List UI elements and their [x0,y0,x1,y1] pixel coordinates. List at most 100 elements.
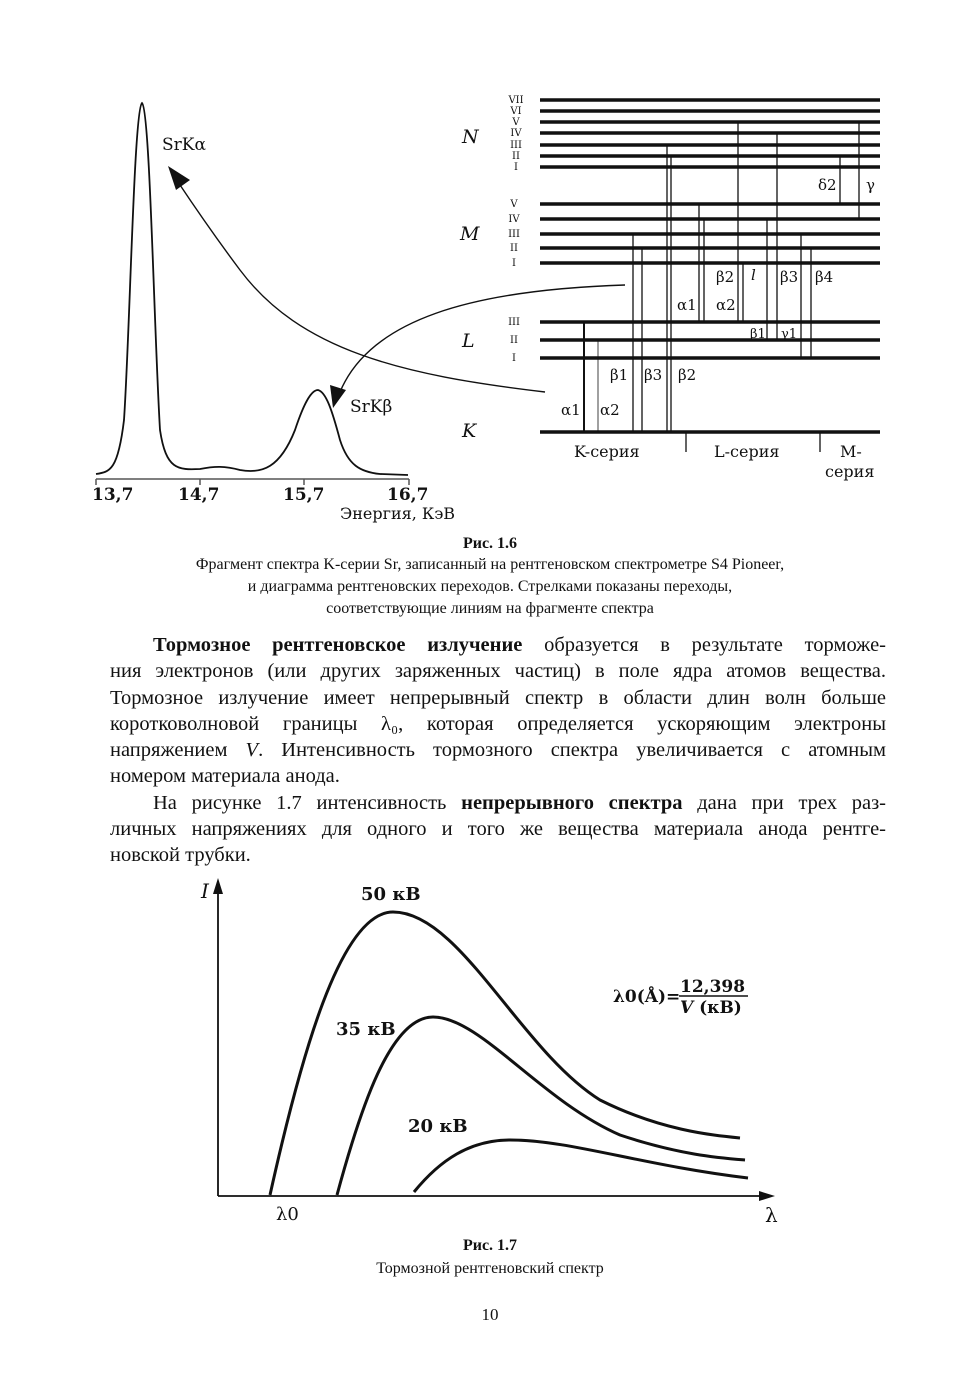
x-axis-label: λ [765,1203,778,1227]
line-label: α2 [716,296,736,314]
arrow-kb-head [330,385,346,408]
caption-line: и диаграмма рентгеновских переходов. Стр… [247,578,733,595]
peak-label-kb: SrKβ [350,397,392,417]
figure-1-7: I λ λ0 50 кВ 35 кВ 20 кВ λ0(Å)= 12,398 V… [200,878,778,1227]
line-label: β1 [610,366,628,384]
figure-1-7-title: Рис. 1.7 [462,1237,518,1254]
text-line: Тормозное излучение имеет непрерывный сп… [110,685,886,711]
arrow-kb [339,284,626,393]
y-axis-label: I [200,879,210,903]
series-label-k: K-серия [574,442,640,461]
x-tick: 16,7 [387,485,428,505]
peak-label-ka: SrKα [162,135,206,155]
formula-lhs: λ0(Å)= [613,985,680,1007]
series-label-m: M- [840,442,862,461]
sublevel-label: I [514,162,518,173]
line-label: α1 [561,401,581,419]
curve-50kv [268,910,741,1196]
line-label: α2 [600,401,620,419]
paragraph: На рисунке 1.7 интенсивность непрерывног… [110,790,886,869]
shell-label-k: K [461,420,478,442]
text-segment: образуется в результате торможе- [522,634,887,656]
line-label: β2 [716,268,734,286]
shell-label-l: L [461,330,475,352]
bold-term: непрерывного спектра [461,791,683,814]
figure-1-6-title: Рис. 1.6 [462,535,518,552]
figure-1-6-caption: Фрагмент спектра K-серии Sr, записанный … [0,554,980,620]
text-line: На рисунке 1.7 интенсивность непрерывног… [110,790,886,816]
text-segment: Тормозное излучение имеет непрерывный сп… [110,686,886,709]
text-segment: На рисунке 1.7 интенсивность [153,791,462,814]
energy-levels [540,98,880,434]
bold-term: Тормозное рентгеновское излучение [153,634,523,656]
body-text: Тормозное рентгеновское излучение образу… [110,632,886,869]
transitions [583,122,860,452]
line-label: α1 [677,296,697,314]
line-label: δ2 [818,176,837,194]
shell-label-n: N [461,126,480,148]
x-axis-label: Энергия, КэВ [340,504,455,523]
line-label: l [751,266,756,284]
x-axis-arrow [759,1191,775,1201]
curve-20kv [412,1138,749,1193]
series-label-l: L-серия [714,442,779,461]
arrow-ka [177,181,546,393]
text-segment: . Интенсивность тормозного спектра увели… [258,739,886,762]
line-label: β3 [644,366,662,384]
transition-diagram: N M L K VII VI V IV III II I V IV III II… [459,95,880,481]
spectrum-plot: 13,7 14,7 15,7 16,7 Энергия, КэВ SrKα Sr… [92,101,626,523]
sublevel-label: V [509,199,518,210]
line-label: γ [866,176,875,194]
text-segment: напряжением [110,739,246,762]
page-number: 10 [481,1305,499,1324]
text-segment: новской трубки. [110,844,251,867]
series-label-m2: серия [825,462,874,481]
sublevel-label: IV [508,214,520,225]
text-segment: коротковолновой границы λ₀, которая опре… [110,712,886,735]
figure-1-7-caption: Тормозной рентгеновский спектр [376,1260,604,1277]
curve-label-20kv: 20 кВ [408,1116,468,1137]
text-segment: дана при трех раз- [682,791,887,814]
line-label: β2 [678,366,696,384]
sublevel-label: III [508,229,520,240]
lambda0-label: λ0 [276,1204,299,1225]
line-label: β3 [780,268,798,286]
x-tick: 13,7 [92,485,133,505]
line-label: β1 [750,327,766,342]
x-tick: 14,7 [178,485,219,505]
text-segment: номером материала анода. [110,765,340,788]
caption-line: Фрагмент спектра K-серии Sr, записанный … [195,556,785,573]
sublevel-label: II [512,151,520,162]
formula-numerator: 12,398 [680,977,745,997]
line-label: γ1 [781,327,797,342]
formula: λ0(Å)= 12,398 V (кВ) [613,977,748,1018]
arrow-ka-head [168,166,190,190]
x-tick: 15,7 [283,485,324,505]
text-line: напряжением V. Интенсивность тормозного … [110,737,886,763]
text-line: коротковолновой границы λ₀, которая опре… [110,711,886,737]
text-line: номером материала анода. [110,763,886,789]
shell-label-m: M [459,223,480,245]
text-line: ния электронов (или других заряженных ча… [110,658,886,684]
text-line: новской трубки. [110,842,886,868]
sublevel-label: VI [509,106,521,117]
sublevel-label: II [510,335,518,346]
sublevel-label: III [508,317,520,328]
text-line: личных напряжениях для одного и того же … [110,816,886,842]
spectrum-curve [95,101,409,476]
sublevel-label: III [510,140,522,151]
caption-line: соответствующие линиям на фрагменте спек… [326,600,654,617]
sublevel-label: VII [507,95,523,106]
sublevel-label: I [512,353,516,364]
sublevel-label: V [511,117,520,128]
text-segment: ния электронов (или других заряженных ча… [110,660,886,683]
curve-35kv [335,1015,746,1196]
line-label: β4 [815,268,833,286]
curve-label-50kv: 50 кВ [361,884,421,905]
sublevel-label: IV [510,128,522,139]
sublevel-label: I [512,258,516,269]
text-segment: V [245,739,259,762]
y-axis-arrow [213,878,223,894]
text-segment: личных напряжениях для одного и того же … [110,818,886,841]
figure-1-6: 13,7 14,7 15,7 16,7 Энергия, КэВ SrKα Sr… [92,95,880,523]
